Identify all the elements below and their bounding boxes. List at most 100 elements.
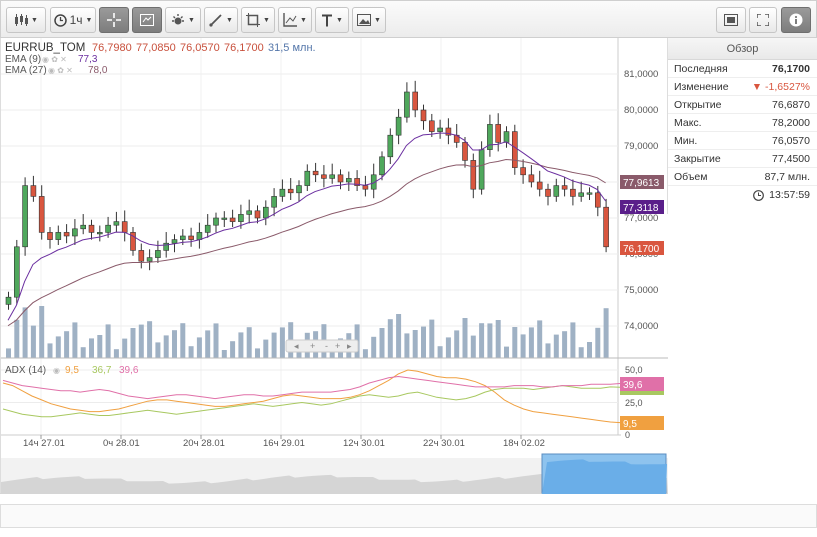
navigator[interactable] xyxy=(1,453,668,494)
ema9-label: EMA (9) xyxy=(5,54,41,65)
candle xyxy=(163,242,169,251)
legend-close: 76,1700 xyxy=(224,42,264,54)
volume-bar xyxy=(504,346,509,358)
summary-value: 76,1700 xyxy=(772,62,810,75)
image-icon xyxy=(357,14,372,26)
candle xyxy=(528,174,535,183)
candle xyxy=(412,91,419,111)
svg-text:76,1700: 76,1700 xyxy=(623,244,660,255)
candle xyxy=(55,232,62,240)
summary-value: 76,0570 xyxy=(772,134,810,147)
time-tick: 18ч 02.02 xyxy=(503,438,545,449)
chart-area[interactable]: 81,000080,000079,000078,000077,000076,00… xyxy=(0,38,668,494)
text-icon xyxy=(322,14,333,26)
interval-button[interactable]: 1ч ▼ xyxy=(50,7,96,33)
time-tick: 20ч 28.01 xyxy=(183,438,225,449)
volume-bar xyxy=(105,324,111,358)
candles xyxy=(5,80,609,310)
candle xyxy=(462,142,468,161)
legend-high: 77,0850 xyxy=(136,42,176,54)
ema27-line xyxy=(7,158,606,327)
price-tick: 81,0000 xyxy=(624,69,658,80)
candle xyxy=(22,185,28,248)
fullscreen-button[interactable] xyxy=(749,7,777,33)
volume-bar xyxy=(263,339,269,358)
legend-open: 76,7980 xyxy=(92,42,132,54)
summary-row: Открытие 76,6870 xyxy=(668,96,817,114)
summary-label: Открытие xyxy=(674,98,722,111)
price-tick: 80,0000 xyxy=(624,105,658,116)
candle xyxy=(262,206,269,219)
ema9-controls-icon: ◉ ✿ ✕ xyxy=(42,55,67,64)
candle xyxy=(5,296,12,305)
summary-row: Последняя 76,1700 xyxy=(668,60,817,78)
image-button[interactable]: ▼ xyxy=(352,7,386,33)
volume-bar xyxy=(180,323,186,358)
volume-bar xyxy=(205,330,211,358)
shapes-button[interactable]: ▼ xyxy=(241,7,275,33)
candle xyxy=(503,131,510,143)
nav-zoom-out-button[interactable]: - xyxy=(325,341,328,351)
candle xyxy=(578,192,585,197)
nav-right-button[interactable]: ▸ xyxy=(347,341,352,351)
adx-plus-di-line xyxy=(2,385,621,418)
candle xyxy=(594,192,601,208)
candle xyxy=(603,206,609,248)
volume-bar xyxy=(155,342,161,358)
adx-line xyxy=(2,369,621,424)
draw-line-button[interactable]: ▼ xyxy=(204,7,238,33)
volume-bar xyxy=(537,320,543,358)
screenshot-button[interactable] xyxy=(716,7,746,33)
screenshot-icon xyxy=(724,14,738,26)
theme-button[interactable]: ▼ xyxy=(165,7,201,33)
volume-bar xyxy=(462,318,468,358)
volume-bar xyxy=(570,322,576,358)
volume-bar xyxy=(97,335,103,358)
crosshair-icon xyxy=(107,13,121,27)
summary-label: Последняя xyxy=(674,62,728,75)
svg-text:77,9613: 77,9613 xyxy=(623,178,660,189)
summary-row: Макс. 78,2000 xyxy=(668,114,817,132)
nav-plus-button[interactable]: + xyxy=(335,341,340,351)
volume-bar xyxy=(429,319,435,358)
candle xyxy=(38,196,45,233)
volume-bar xyxy=(22,307,28,358)
badge-ema27: 77,9613 xyxy=(620,175,664,189)
text-button[interactable]: ▼ xyxy=(315,7,349,33)
adx-controls-icon: ◉ xyxy=(53,366,60,375)
candle xyxy=(196,232,203,240)
toolbar: ▼ 1ч ▼ ▼ ▼ ▼ ▼ ▼ ▼ xyxy=(0,0,817,38)
candle xyxy=(511,131,518,168)
candle xyxy=(97,232,103,235)
candle xyxy=(88,224,95,233)
summary-time: 13:57:59 xyxy=(769,189,810,201)
chart-type-button[interactable]: ▼ xyxy=(6,7,46,33)
candle xyxy=(130,232,136,251)
volume-bar xyxy=(479,323,485,358)
nav-left-button[interactable]: ◂ xyxy=(294,341,299,351)
adx-axis: 50,0 25,0 0 xyxy=(625,365,643,440)
volume-bar xyxy=(255,348,260,358)
summary-label: Закрытие xyxy=(674,152,721,165)
ema27-label: EMA (27) xyxy=(5,65,47,76)
summary-row: Изменение ▼ -1,6527% xyxy=(668,78,817,96)
info-button[interactable] xyxy=(781,7,811,33)
volume-bar xyxy=(470,335,476,358)
volume-bar xyxy=(163,335,169,358)
nav-zoom-in-button[interactable]: + xyxy=(310,341,315,351)
candle xyxy=(204,224,211,233)
volume-bar xyxy=(55,336,61,358)
volume-bar xyxy=(238,332,244,358)
volume-bar xyxy=(147,321,153,358)
volume-bar xyxy=(30,325,36,358)
crosshair-button[interactable] xyxy=(99,7,129,33)
summary-value: 87,7 млн. xyxy=(764,170,810,183)
candle xyxy=(213,217,219,226)
time-tick: 16ч 29.01 xyxy=(263,438,305,449)
indicators-button[interactable] xyxy=(132,7,162,33)
chart-canvas[interactable]: 81,000080,000079,000078,000077,000076,00… xyxy=(1,38,668,494)
analysis-button[interactable]: ▼ xyxy=(278,7,312,33)
candle xyxy=(404,91,410,118)
draw-line-icon xyxy=(209,14,222,27)
volume-bar xyxy=(437,346,443,358)
